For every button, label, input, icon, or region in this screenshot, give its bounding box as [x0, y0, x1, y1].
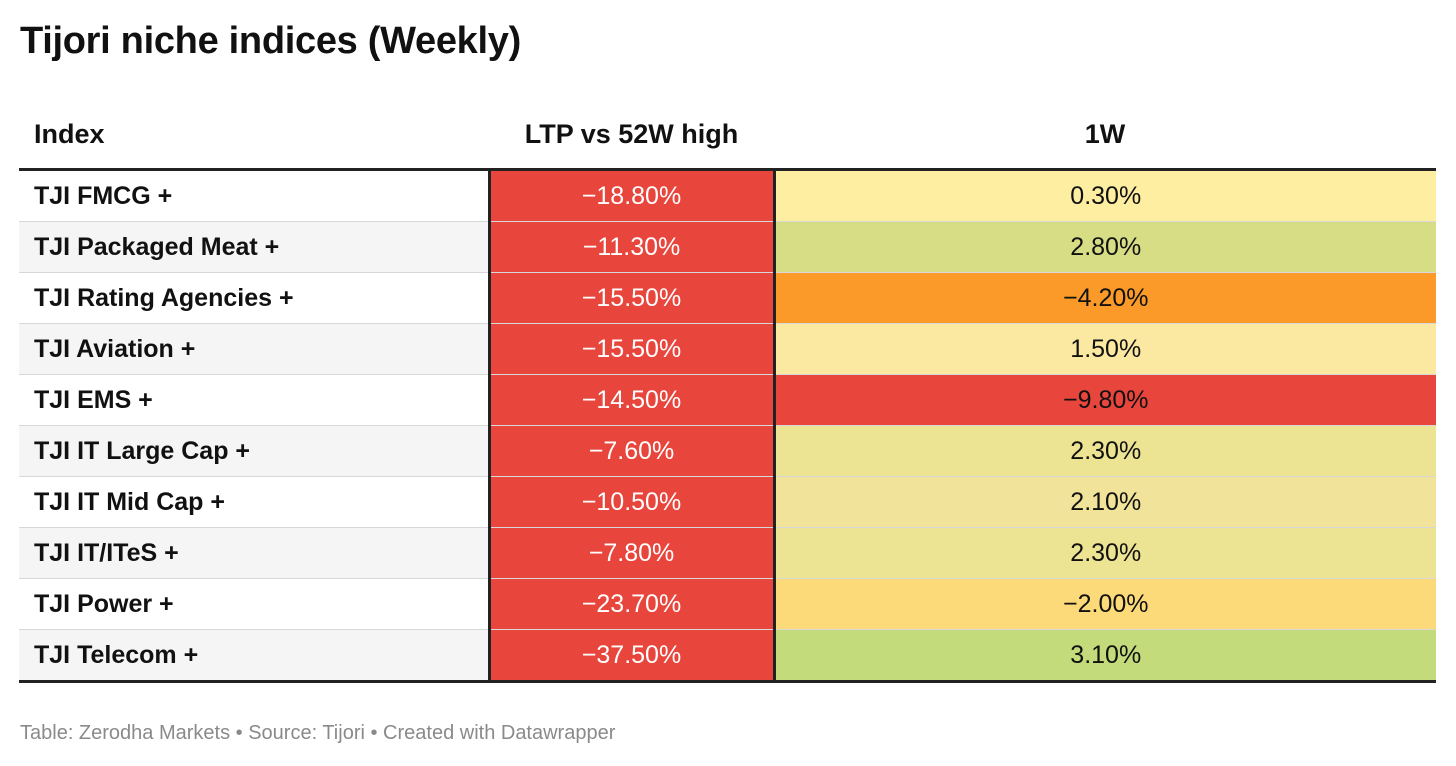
- footer-credits: Table: Zerodha Markets • Source: Tijori …: [20, 722, 616, 744]
- table-row: TJI Rating Agencies + −15.50% −4.20%: [19, 272, 1436, 324]
- ltp-vs-52w-high-cell: −7.60%: [487, 425, 776, 477]
- table-row: TJI IT/ITeS + −7.80% 2.30%: [19, 527, 1436, 579]
- one-week-change-cell: −4.20%: [774, 272, 1436, 324]
- ltp-vs-52w-high-cell: −11.30%: [487, 221, 776, 273]
- table-row: TJI FMCG + −18.80% 0.30%: [19, 169, 1436, 222]
- ltp-vs-52w-high-cell: −23.70%: [487, 578, 776, 630]
- one-week-change-cell: −9.80%: [774, 374, 1436, 426]
- ltp-vs-52w-high-cell: −37.50%: [487, 629, 776, 683]
- one-week-change-cell: 3.10%: [774, 629, 1436, 683]
- index-name-cell: TJI IT/ITeS +: [19, 527, 489, 579]
- table-row: TJI Power + −23.70% −2.00%: [19, 578, 1436, 630]
- index-name-cell: TJI Telecom +: [19, 629, 489, 683]
- column-header-1w[interactable]: 1W: [774, 100, 1436, 171]
- table-row: TJI Aviation + −15.50% 1.50%: [19, 323, 1436, 375]
- index-name-cell: TJI IT Large Cap +: [19, 425, 489, 477]
- table-row: TJI EMS + −14.50% −9.80%: [19, 374, 1436, 426]
- table-row: TJI Telecom + −37.50% 3.10%: [19, 629, 1436, 683]
- index-name-cell: TJI IT Mid Cap +: [19, 476, 489, 528]
- index-name-cell: TJI Rating Agencies +: [19, 272, 489, 324]
- table-header-row: Index LTP vs 52W high 1W: [19, 100, 1436, 171]
- table-row: TJI Packaged Meat + −11.30% 2.80%: [19, 221, 1436, 273]
- one-week-change-cell: 2.80%: [774, 221, 1436, 273]
- ltp-vs-52w-high-cell: −14.50%: [487, 374, 776, 426]
- table-row: TJI IT Mid Cap + −10.50% 2.10%: [19, 476, 1436, 528]
- index-name-cell: TJI EMS +: [19, 374, 489, 426]
- ltp-vs-52w-high-cell: −7.80%: [487, 527, 776, 579]
- one-week-change-cell: 2.30%: [774, 425, 1436, 477]
- column-header-ltp-vs-52w-high[interactable]: LTP vs 52W high: [489, 100, 774, 171]
- ltp-vs-52w-high-cell: −18.80%: [487, 169, 776, 222]
- one-week-change-cell: −2.00%: [774, 578, 1436, 630]
- one-week-change-cell: 2.30%: [774, 527, 1436, 579]
- one-week-change-cell: 1.50%: [774, 323, 1436, 375]
- one-week-change-cell: 2.10%: [774, 476, 1436, 528]
- index-name-cell: TJI FMCG +: [19, 169, 489, 222]
- indices-table-container: Index LTP vs 52W high 1W TJI FMCG + −18.8…: [19, 100, 1436, 683]
- page-title: Tijori niche indices (Weekly): [20, 20, 521, 62]
- ltp-vs-52w-high-cell: −10.50%: [487, 476, 776, 528]
- ltp-vs-52w-high-cell: −15.50%: [487, 272, 776, 324]
- table-row: TJI IT Large Cap + −7.60% 2.30%: [19, 425, 1436, 477]
- index-name-cell: TJI Aviation +: [19, 323, 489, 375]
- column-header-index[interactable]: Index: [19, 100, 489, 171]
- index-name-cell: TJI Power +: [19, 578, 489, 630]
- indices-table: Index LTP vs 52W high 1W TJI FMCG + −18.8…: [19, 100, 1436, 683]
- one-week-change-cell: 0.30%: [774, 169, 1436, 222]
- ltp-vs-52w-high-cell: −15.50%: [487, 323, 776, 375]
- index-name-cell: TJI Packaged Meat +: [19, 221, 489, 273]
- table-body: TJI FMCG + −18.80% 0.30% TJI Packaged Meat …: [19, 169, 1436, 683]
